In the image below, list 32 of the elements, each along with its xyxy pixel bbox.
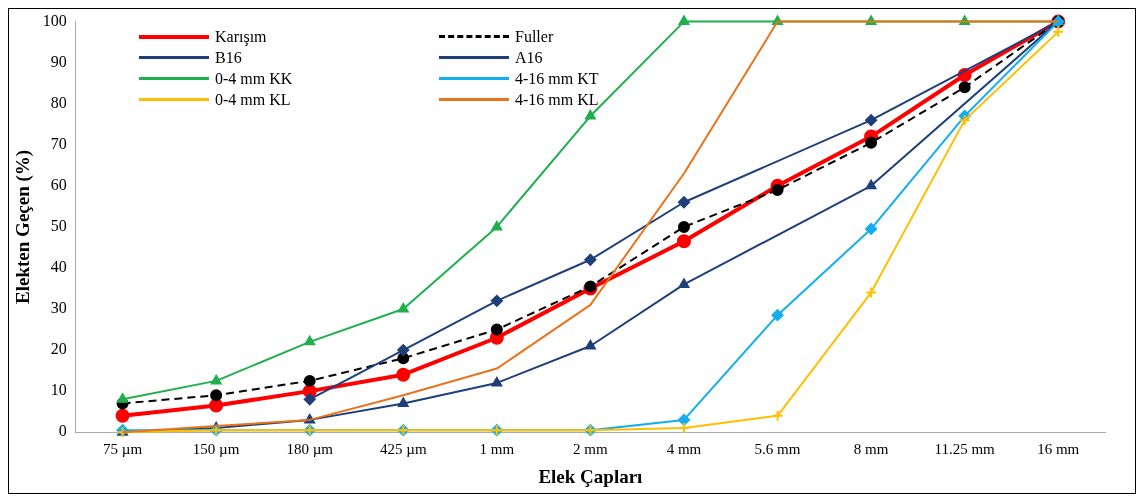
x-tick-label: 75 µm <box>103 441 143 458</box>
y-tick-label: 40 <box>50 258 67 276</box>
y-tick-label: 30 <box>50 299 67 317</box>
legend-label: B16 <box>215 48 242 67</box>
x-tick-label: 5.6 mm <box>754 441 801 458</box>
legend-label: 4-16 mm KT <box>515 69 599 88</box>
legend-label: Karışım <box>215 27 267 46</box>
x-tick-label: 180 µm <box>286 441 334 458</box>
y-tick-label: 100 <box>42 11 67 29</box>
x-tick-label: 1 mm <box>479 441 515 458</box>
y-tick-label: 20 <box>50 340 67 358</box>
x-tick-label: 16 mm <box>1037 441 1080 458</box>
legend-label: 0-4 mm KL <box>215 90 291 109</box>
y-tick-label: 70 <box>50 134 67 152</box>
y-tick-label: 0 <box>58 422 67 440</box>
legend-label: 0-4 mm KK <box>215 69 293 88</box>
x-tick-label: 4 mm <box>666 441 702 458</box>
x-axis-title: Elek Çapları <box>538 465 643 487</box>
y-tick-label: 90 <box>50 52 67 70</box>
x-tick-label: 8 mm <box>853 441 889 458</box>
y-axis-title: Elekten Geçen (%) <box>12 149 35 304</box>
x-tick-label: 425 µm <box>379 441 427 458</box>
x-tick-label: 150 µm <box>192 441 240 458</box>
legend-label: 4-16 mm KL <box>515 90 599 109</box>
x-tick-label: 11.25 mm <box>934 441 996 458</box>
y-tick-label: 60 <box>50 176 67 194</box>
x-tick-label: 2 mm <box>573 441 609 458</box>
legend-label: Fuller <box>515 27 554 46</box>
y-tick-label: 10 <box>50 381 67 399</box>
legend-label: A16 <box>515 48 543 67</box>
y-tick-label: 50 <box>50 217 67 235</box>
y-tick-label: 80 <box>50 93 67 111</box>
